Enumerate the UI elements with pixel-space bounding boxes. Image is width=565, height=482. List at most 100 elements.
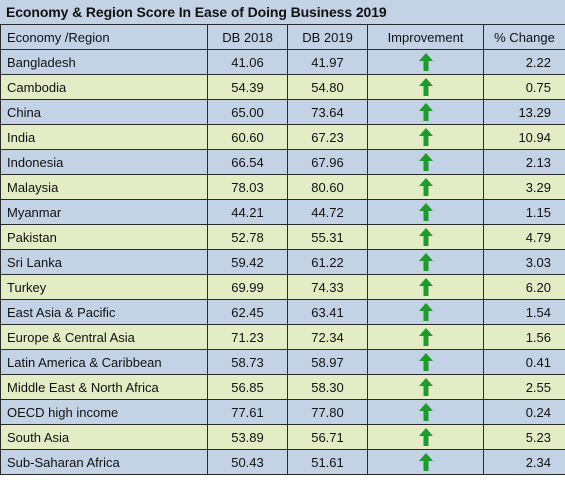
up-arrow-icon (418, 378, 433, 396)
db-2019-cell: 51.61 (287, 449, 368, 475)
economy-region-cell: China (0, 99, 208, 125)
db-2019-cell: 54.80 (287, 74, 368, 100)
up-arrow-icon (418, 328, 433, 346)
economy-region-cell: Middle East & North Africa (0, 374, 208, 400)
up-arrow-icon (418, 153, 433, 171)
improvement-cell (367, 99, 484, 125)
db-2018-cell: 44.21 (207, 199, 288, 225)
improvement-cell (367, 224, 484, 250)
header-percent-change: % Change (483, 24, 565, 50)
up-arrow-icon (418, 353, 433, 371)
table-row: Sri Lanka 59.42 61.22 3.03 (0, 249, 565, 275)
economy-region-cell: India (0, 124, 208, 150)
header-improvement: Improvement (367, 24, 484, 50)
economy-region-cell: Pakistan (0, 224, 208, 250)
header-db-2018: DB 2018 (207, 24, 288, 50)
percent-change-cell: 5.23 (483, 424, 565, 450)
db-2019-cell: 55.31 (287, 224, 368, 250)
db-2018-cell: 58.73 (207, 349, 288, 375)
up-arrow-icon (418, 78, 433, 96)
economy-region-cell: Myanmar (0, 199, 208, 225)
up-arrow-icon (418, 253, 433, 271)
table-row: South Asia 53.89 56.71 5.23 (0, 424, 565, 450)
db-2019-cell: 63.41 (287, 299, 368, 325)
table-row: Indonesia 66.54 67.96 2.13 (0, 149, 565, 175)
db-2019-cell: 74.33 (287, 274, 368, 300)
db-2018-cell: 53.89 (207, 424, 288, 450)
up-arrow-icon (418, 403, 433, 421)
improvement-cell (367, 324, 484, 350)
up-arrow-icon (418, 53, 433, 71)
economy-region-cell: Turkey (0, 274, 208, 300)
db-2018-cell: 52.78 (207, 224, 288, 250)
improvement-cell (367, 124, 484, 150)
percent-change-cell: 10.94 (483, 124, 565, 150)
economy-region-cell: East Asia & Pacific (0, 299, 208, 325)
improvement-cell (367, 349, 484, 375)
percent-change-cell: 0.75 (483, 74, 565, 100)
improvement-cell (367, 424, 484, 450)
db-2018-cell: 66.54 (207, 149, 288, 175)
db-2018-cell: 50.43 (207, 449, 288, 475)
db-2018-cell: 62.45 (207, 299, 288, 325)
percent-change-cell: 4.79 (483, 224, 565, 250)
up-arrow-icon (418, 303, 433, 321)
db-2018-cell: 56.85 (207, 374, 288, 400)
db-2018-cell: 60.60 (207, 124, 288, 150)
up-arrow-icon (418, 453, 433, 471)
db-2018-cell: 69.99 (207, 274, 288, 300)
table-row: Bangladesh 41.06 41.97 2.22 (0, 49, 565, 75)
economy-region-cell: Indonesia (0, 149, 208, 175)
percent-change-cell: 2.55 (483, 374, 565, 400)
improvement-cell (367, 374, 484, 400)
economy-region-cell: Bangladesh (0, 49, 208, 75)
economy-region-cell: Europe & Central Asia (0, 324, 208, 350)
economy-region-cell: Malaysia (0, 174, 208, 200)
db-2018-cell: 71.23 (207, 324, 288, 350)
percent-change-cell: 2.34 (483, 449, 565, 475)
up-arrow-icon (418, 128, 433, 146)
db-2019-cell: 58.97 (287, 349, 368, 375)
up-arrow-icon (418, 178, 433, 196)
db-2018-cell: 78.03 (207, 174, 288, 200)
table-row: Pakistan 52.78 55.31 4.79 (0, 224, 565, 250)
improvement-cell (367, 449, 484, 475)
table-row: India 60.60 67.23 10.94 (0, 124, 565, 150)
db-2019-cell: 67.96 (287, 149, 368, 175)
db-2019-cell: 80.60 (287, 174, 368, 200)
percent-change-cell: 13.29 (483, 99, 565, 125)
db-2018-cell: 54.39 (207, 74, 288, 100)
improvement-cell (367, 399, 484, 425)
table-row: Malaysia 78.03 80.60 3.29 (0, 174, 565, 200)
economy-region-cell: OECD high income (0, 399, 208, 425)
table-body: Bangladesh 41.06 41.97 2.22 Cambodia 54.39 54.… (0, 49, 565, 475)
table-row: China 65.00 73.64 13.29 (0, 99, 565, 125)
table-row: Sub-Saharan Africa 50.43 51.61 2.34 (0, 449, 565, 475)
economy-region-cell: Sub-Saharan Africa (0, 449, 208, 475)
percent-change-cell: 1.56 (483, 324, 565, 350)
economy-region-cell: Cambodia (0, 74, 208, 100)
table-header-row: Economy /Region DB 2018 DB 2019 Improvem… (0, 24, 565, 50)
percent-change-cell: 6.20 (483, 274, 565, 300)
up-arrow-icon (418, 278, 433, 296)
improvement-cell (367, 149, 484, 175)
improvement-cell (367, 299, 484, 325)
percent-change-cell: 1.15 (483, 199, 565, 225)
improvement-cell (367, 274, 484, 300)
economy-region-cell: Latin America & Caribbean (0, 349, 208, 375)
percent-change-cell: 0.24 (483, 399, 565, 425)
improvement-cell (367, 249, 484, 275)
db-2019-cell: 67.23 (287, 124, 368, 150)
header-economy-region: Economy /Region (0, 24, 208, 50)
db-2018-cell: 59.42 (207, 249, 288, 275)
db-2019-cell: 58.30 (287, 374, 368, 400)
db-2019-cell: 73.64 (287, 99, 368, 125)
up-arrow-icon (418, 228, 433, 246)
table-row: Myanmar 44.21 44.72 1.15 (0, 199, 565, 225)
percent-change-cell: 0.41 (483, 349, 565, 375)
up-arrow-icon (418, 428, 433, 446)
score-table: Economy /Region DB 2018 DB 2019 Improvem… (0, 24, 565, 475)
percent-change-cell: 3.29 (483, 174, 565, 200)
table-row: Europe & Central Asia 71.23 72.34 1.56 (0, 324, 565, 350)
db-2019-cell: 41.97 (287, 49, 368, 75)
